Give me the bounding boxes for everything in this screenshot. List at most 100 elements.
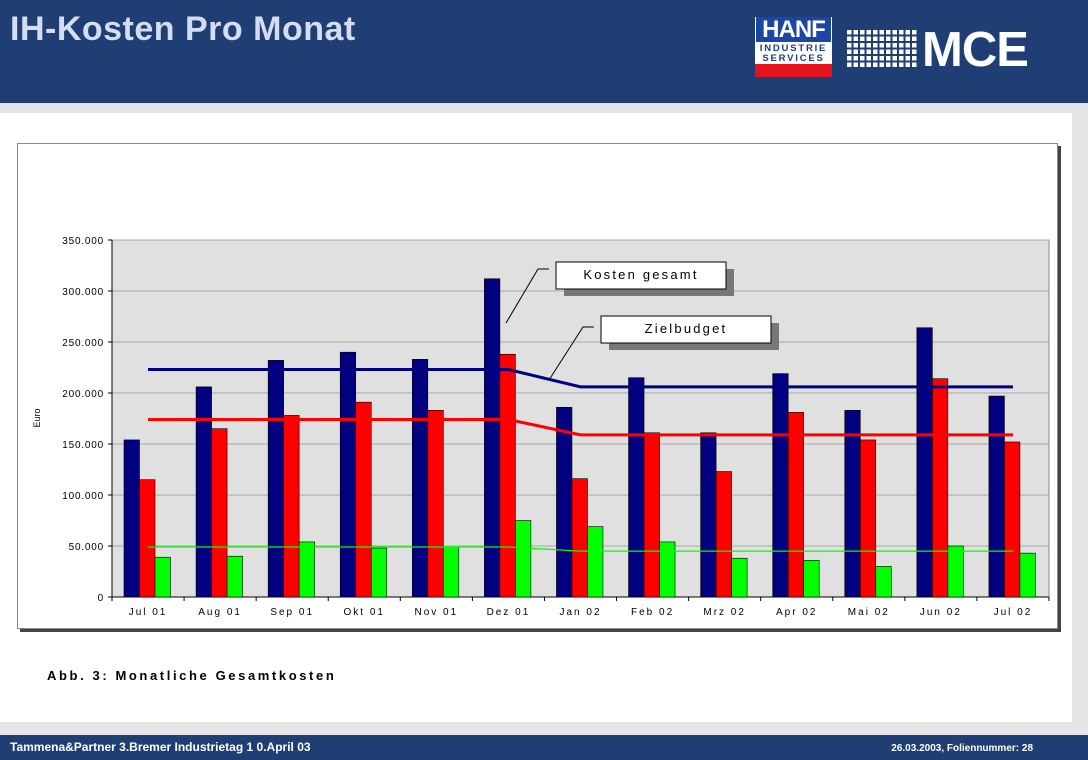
mce-dot [912, 36, 917, 41]
mce-dot [847, 43, 852, 48]
bar [659, 541, 676, 598]
bar [947, 545, 964, 598]
bar [484, 278, 501, 598]
series-line [148, 418, 1013, 437]
bar [916, 327, 933, 598]
bar [988, 395, 1005, 598]
y-tick-label: 50.000 [69, 542, 104, 553]
mce-dot [860, 62, 865, 67]
mce-dot [912, 56, 917, 61]
hanf-logo: HANF INDUSTRIE SERVICES [755, 17, 832, 77]
x-tick-label: Okt 01 [344, 607, 385, 618]
mce-dot [847, 30, 852, 35]
mce-dot [905, 43, 910, 48]
mce-dot [879, 43, 884, 48]
mce-dot [899, 36, 904, 41]
y-tick-label: 300.000 [62, 287, 104, 298]
mce-dot [866, 49, 871, 54]
bar [1004, 441, 1021, 598]
mce-dot [860, 56, 865, 61]
mce-dot [899, 49, 904, 54]
annotation-leader [505, 268, 549, 324]
footer-bar: Tammena&Partner 3.Bremer Industrietag 1 … [0, 735, 1088, 760]
mce-dot [879, 30, 884, 35]
y-tick-label: 100.000 [62, 491, 104, 502]
bar [123, 439, 140, 598]
mce-dot [905, 49, 910, 54]
y-tick-label: 250.000 [62, 338, 104, 349]
mce-dot [853, 30, 858, 35]
mce-dot [886, 56, 891, 61]
mce-dot [892, 49, 897, 54]
x-tick-label: Nov 01 [415, 607, 459, 618]
y-axis-label: Euro [32, 408, 42, 427]
mce-dot [892, 36, 897, 41]
y-tick-label: 0 [98, 593, 104, 604]
bar [412, 359, 429, 598]
bar [700, 432, 717, 598]
mce-dot [892, 62, 897, 67]
mce-dot [860, 30, 865, 35]
mce-dots-icon [847, 30, 917, 67]
mce-dot [886, 43, 891, 48]
mce-dot [886, 49, 891, 54]
mce-dot [899, 62, 904, 67]
x-tick-label: Jan 02 [559, 607, 601, 618]
bar [628, 377, 645, 598]
mce-dot [853, 49, 858, 54]
bar [370, 547, 388, 598]
mce-dot [873, 43, 878, 48]
hanf-logo-line3: SERVICES [762, 53, 825, 64]
hanf-logo-red-stripe [755, 64, 832, 77]
page-title: IH-Kosten Pro Monat [10, 10, 356, 48]
x-tick-label: Mrz 02 [703, 607, 746, 618]
mce-dot [912, 30, 917, 35]
x-tick-label: Aug 01 [198, 607, 242, 618]
mce-dot [860, 49, 865, 54]
bar [932, 378, 949, 598]
mce-dot [912, 62, 917, 67]
x-tick-label: Apr 02 [776, 607, 817, 618]
mce-dot [866, 56, 871, 61]
bar [571, 478, 588, 598]
mce-dot [905, 36, 910, 41]
bar [154, 556, 171, 598]
mce-dot [866, 36, 871, 41]
mce-dot [853, 36, 858, 41]
bar [499, 353, 516, 598]
bar [803, 559, 820, 598]
annotation-label: Zielbudget [645, 321, 728, 336]
y-tick-label: 150.000 [62, 440, 104, 451]
bar [139, 479, 156, 598]
mce-dot [860, 43, 865, 48]
y-tick-label: 200.000 [62, 389, 104, 400]
footer-right-text: 26.03.2003, Foliennummer: 28 [891, 743, 1033, 754]
bar [355, 401, 372, 598]
mce-dot [866, 43, 871, 48]
mce-dot [905, 62, 910, 67]
mce-dot [899, 43, 904, 48]
header-bar: IH-Kosten Pro Monat HANF INDUSTRIE SERVI… [0, 0, 1088, 103]
bar [226, 555, 243, 598]
mce-dot [873, 36, 878, 41]
mce-dot [847, 49, 852, 54]
mce-dot [886, 30, 891, 35]
mce-dot [886, 36, 891, 41]
x-tick-label: Jun 02 [920, 607, 962, 618]
x-tick-label: Jul 02 [994, 607, 1033, 618]
x-tick-label: Sep 01 [270, 607, 314, 618]
annotation-label: Kosten gesamt [583, 267, 698, 282]
mce-dot [853, 43, 858, 48]
bar [211, 428, 228, 598]
mce-dot [892, 56, 897, 61]
mce-dot [873, 56, 878, 61]
mce-dot [873, 30, 878, 35]
mce-dot [892, 43, 897, 48]
mce-dot [912, 49, 917, 54]
annotation-leader [548, 326, 594, 381]
mce-dot [866, 30, 871, 35]
mce-dot [853, 56, 858, 61]
mce-dot [879, 49, 884, 54]
mce-dot [847, 56, 852, 61]
